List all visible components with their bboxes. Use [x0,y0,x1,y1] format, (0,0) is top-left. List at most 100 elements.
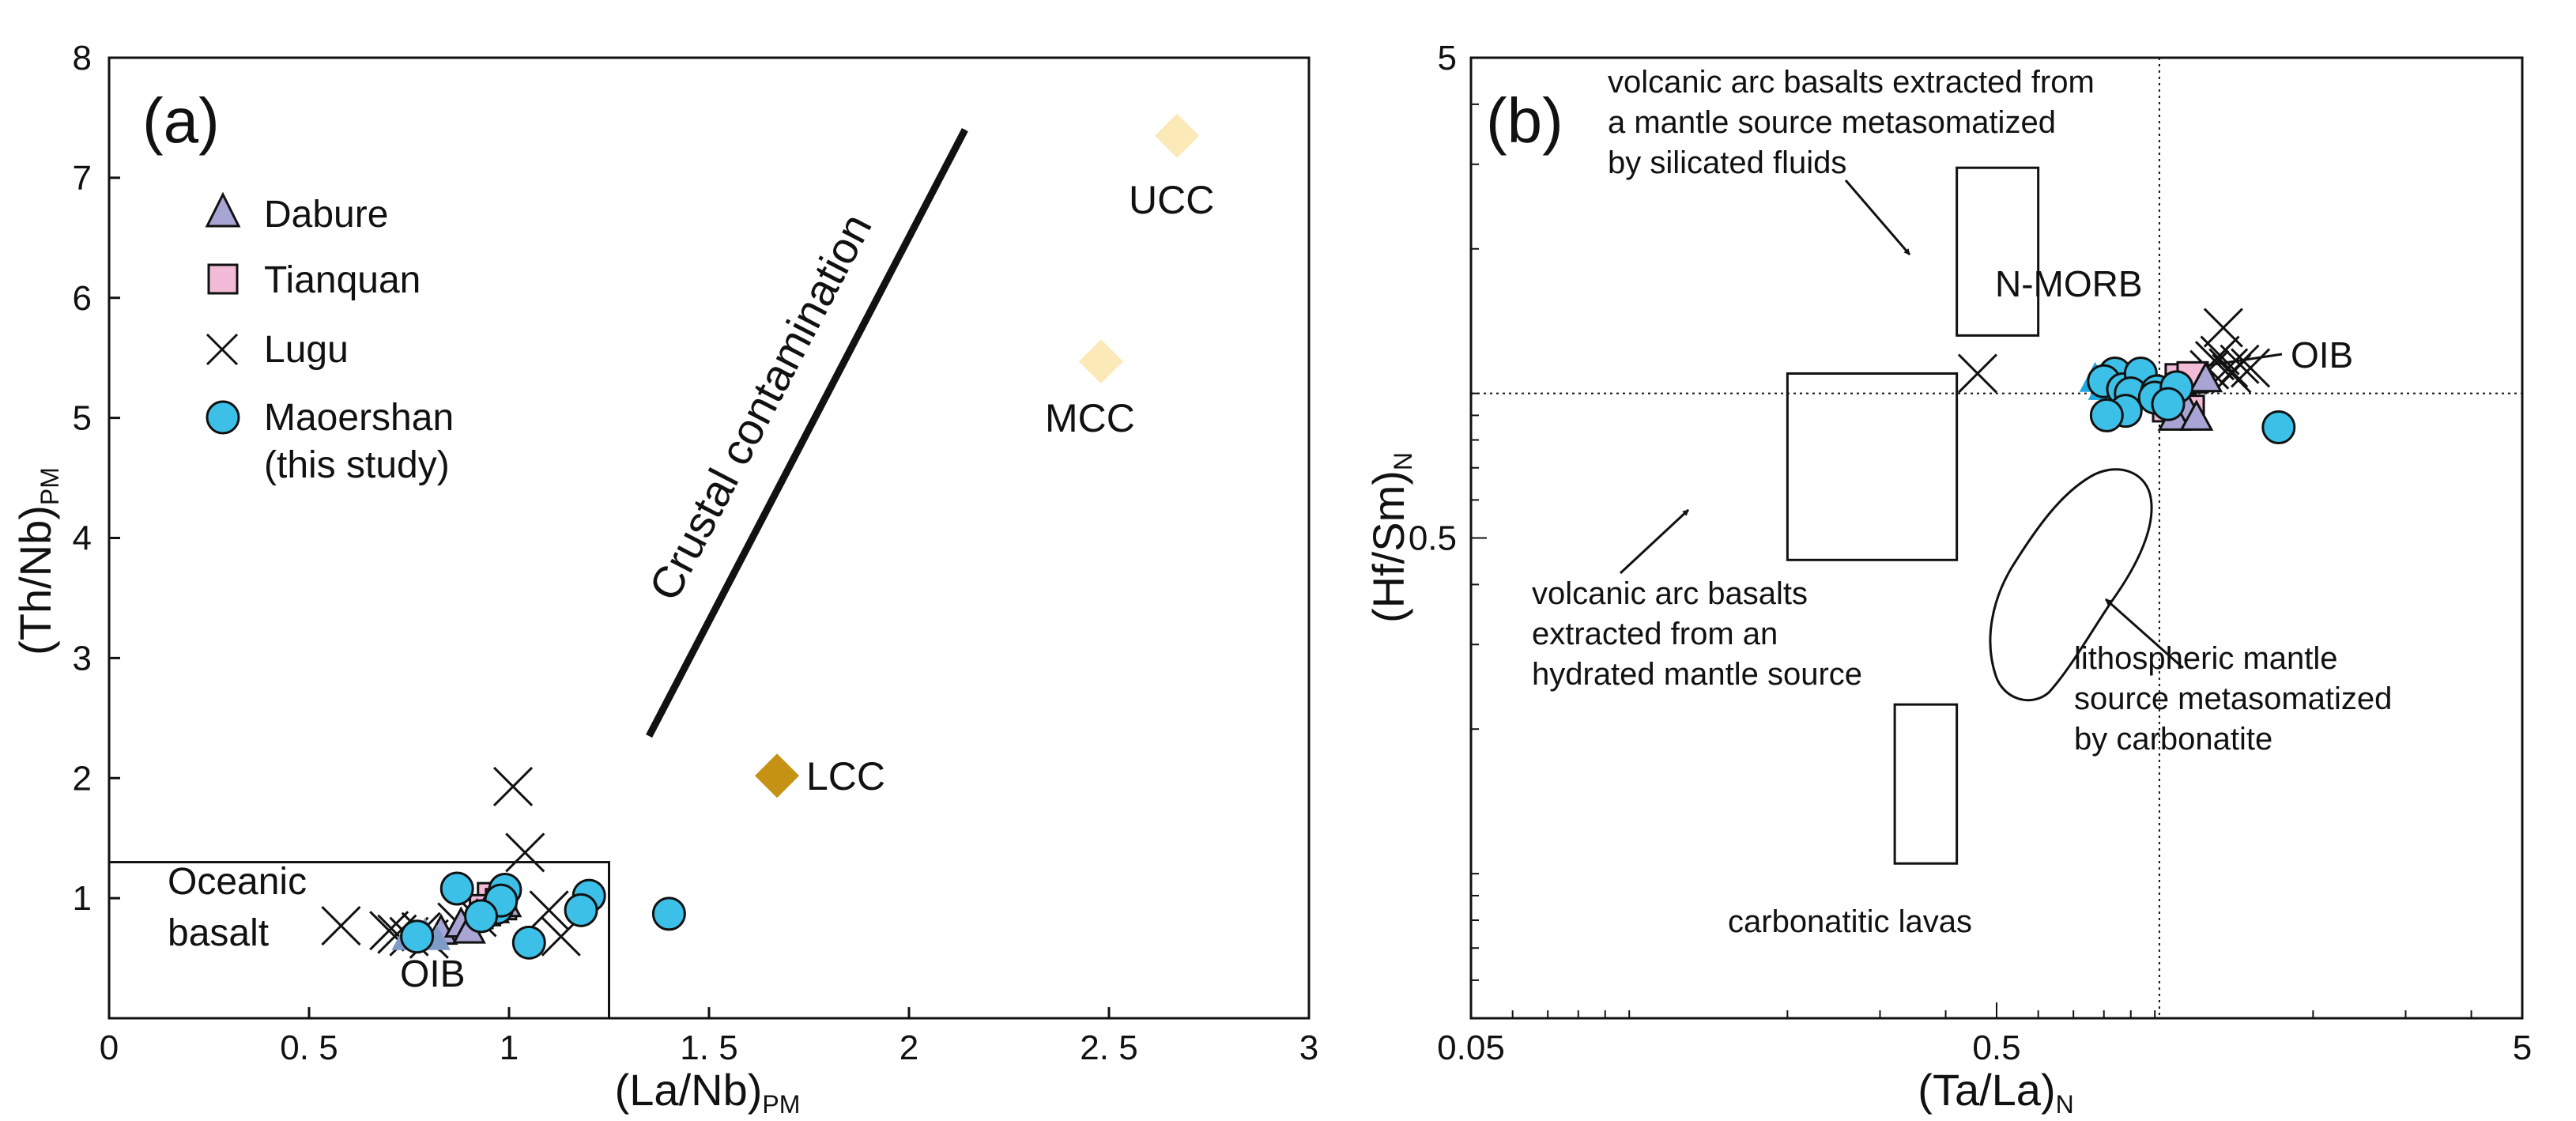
carbonatite-label-3: by carbonatite [2074,722,2272,757]
legend-tianquan: Tianquan [264,259,421,301]
crustal-contamination-arrow [646,128,968,738]
panel-b-ticks: 0.05 0.5 5 0.5 5 [1409,39,2532,1067]
x-axis-title-b: (Ta/La)N [1918,1065,2073,1119]
y-tick-label-b: 0.5 [1409,519,1457,558]
legend-lugu: Lugu [264,329,349,371]
x-tick-label-b: 0.5 [1972,1029,2020,1067]
point-b-maoershan [2089,398,2124,432]
panel-a-label: (a) [142,85,220,156]
n-morb-label: N-MORB [1995,263,2143,304]
point-a-lcc [755,753,800,798]
y-axis-title-b: (Hf/Sm)N [1363,452,1417,623]
oceanic-basalt-box [107,861,610,1020]
lcc-label: LCC [806,754,885,798]
hydrated-label-2: extracted from an [1532,617,1778,651]
legend-square-marker [207,263,239,295]
carbonatite-pointer-arrow [2105,598,2184,670]
x-tick-label-b: 5 [2513,1029,2532,1067]
y-axis-title-a: (Th/Nb)PM [10,467,64,655]
x-axis-title-b-sub: N [2056,1090,2074,1119]
panel-a: 0 0. 5 1 1. 5 2 2. 5 3 1 2 3 4 5 6 7 8 (a) Crustal con… [10,39,1318,1119]
panel-b-regions [1786,166,2040,865]
region-hydrated-box [1786,372,1959,561]
y-axis-title-a-sub: PM [36,467,64,505]
point-a-lugu [529,890,569,930]
point-b-dabure [2189,360,2223,393]
oceanic-basalt-label-1: Oceanic [168,861,307,903]
point-b-lugu [1957,353,1997,394]
x-tick-label-a: 3 [1299,1029,1318,1067]
point-b-maoershan [2261,410,2296,445]
y-tick-label-a: 3 [73,639,92,678]
panel-a-ticks: 0 0. 5 1 1. 5 2 2. 5 3 1 2 3 4 5 6 7 8 [73,39,1319,1067]
y-axis-title-b-main: (Hf/Sm) [1363,470,1413,623]
ucc-label: UCC [1129,178,1214,222]
y-axis-title-b-sub: N [1389,452,1417,470]
y-tick-label-a: 5 [73,399,92,438]
y-tick-label-b: 5 [1438,39,1457,77]
x-tick-label-a: 0. 5 [280,1029,338,1067]
oib-label-a: OIB [400,953,466,995]
point-a-maoershan [439,871,474,906]
legend-circle-marker [206,400,240,435]
hydrated-label-1: volcanic arc basalts [1532,576,1808,611]
carbonatite-label-2: source metasomatized [2074,681,2392,716]
oceanic-basalt-label-2: basalt [168,912,269,954]
region-carbonatitic-box [1893,703,1959,865]
point-b-dabure [2179,399,2214,431]
point-b-maoershan [2151,387,2186,421]
y-axis-title-a-main: (Th/Nb) [10,505,60,655]
oib-label-b: OIB [2291,334,2353,376]
legend: Dabure Tianquan Lugu Maoershan (this stu… [205,191,454,486]
x-tick-label-a: 2. 5 [1080,1029,1137,1067]
panel-b-reflines [1471,58,2522,1018]
x-axis-title-a: (La/Nb)PM [615,1065,801,1119]
mcc-label: MCC [1045,396,1135,440]
point-a-maoershan [564,893,598,927]
silicated-pointer-arrow [1844,179,1911,255]
point-a-lugu [492,766,534,806]
carbonatitic-lavas-label: carbonatitic lavas [1728,904,1972,939]
y-tick-label-a: 6 [73,279,92,318]
point-a-maoershan [464,899,499,934]
point-a-ucc [1155,113,1200,158]
carbonatite-label-1: lithospheric mantle [2074,641,2338,676]
panel-b: 0.05 0.5 5 0.5 5 (b) volcanic arc basalts ex… [1363,39,2532,1119]
x-axis-title-b-main: (Ta/La) [1918,1065,2055,1115]
y-tick-label-a: 7 [73,159,92,198]
x-axis-title-a-main: (La/Nb) [615,1065,763,1115]
y-tick-label-a: 8 [73,39,92,77]
x-tick-label-a: 0 [100,1029,119,1067]
point-a-maoershan [511,925,546,960]
hydrated-label-3: hydrated mantle source [1532,657,1862,692]
point-a-maoershan [400,919,435,954]
legend-triangle-marker [205,191,241,228]
silicated-label-1: volcanic arc basalts extracted from [1608,65,2095,100]
y-tick-label-a: 4 [73,519,92,558]
point-b-lugu [2203,308,2243,348]
legend-maoershan: Maoershan [264,397,454,439]
panel-b-label: (b) [1486,85,1563,156]
panel-a-points [321,113,1200,960]
panel-b-frame [1469,56,2524,1020]
x-tick-label-a: 1. 5 [680,1029,737,1067]
silicated-label-3: by silicated fluids [1608,145,1846,180]
point-a-maoershan [651,896,686,931]
region-silicated-box [1956,166,2040,337]
y-tick-label-a: 2 [73,759,92,798]
y-tick-label-a: 1 [73,879,92,918]
x-tick-label-b: 0.05 [1437,1029,1505,1067]
x-tick-label-a: 2 [900,1029,918,1067]
panel-b-points [1957,308,2296,445]
silicated-label-2: a mantle source metasomatized [1608,105,2056,140]
point-a-lugu [321,905,361,946]
legend-dabure: Dabure [264,194,388,236]
legend-cross-marker [206,333,239,366]
carbonatite-mantle-outline [1989,468,2153,702]
oib-pointer-line [2208,353,2283,367]
point-a-lugu [505,832,545,873]
legend-this-study: (this study) [264,444,450,486]
point-a-mcc [1078,339,1123,384]
crustal-contamination-label: Crustal contamination [639,206,881,608]
